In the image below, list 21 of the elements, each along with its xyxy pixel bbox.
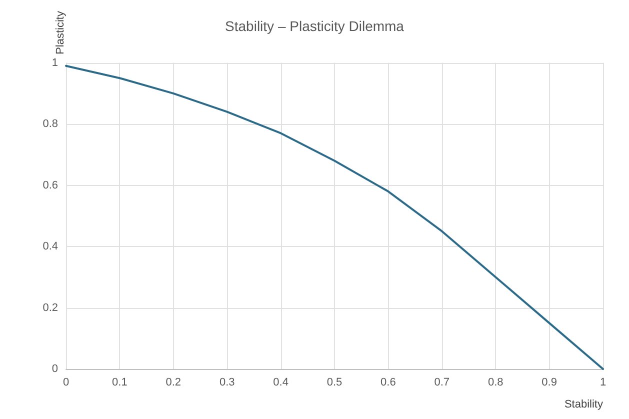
x-tick-label: 0.4 — [273, 376, 288, 388]
x-tick-label: 0.2 — [166, 376, 182, 388]
x-tick-label: 0 — [62, 376, 70, 388]
x-tick-label: 0.8 — [488, 376, 504, 388]
y-tick-label: 0 — [52, 363, 58, 375]
x-tick-label: 0.1 — [112, 376, 128, 388]
y-tick-label: 0.6 — [42, 179, 58, 192]
y-tick-label: 0.8 — [42, 118, 58, 130]
x-tick-label: 0.9 — [542, 376, 557, 388]
y-tick-label: 0.2 — [42, 302, 58, 314]
y-tick-label: 0.4 — [42, 240, 58, 253]
y-axis-title: Plasticity — [54, 10, 66, 54]
y-tick-label: 1 — [52, 56, 58, 69]
x-tick-label: 1 — [600, 376, 606, 388]
x-axis-title: Stability — [564, 398, 604, 410]
x-tick-label: 0.5 — [326, 376, 342, 388]
x-tick-label: 0.7 — [434, 376, 450, 388]
x-tick-label: 0.3 — [219, 376, 235, 388]
chart-title: Stability – Plasticity Dilemma — [225, 18, 404, 34]
x-tick-label: 0.6 — [380, 376, 396, 388]
line-series — [65, 64, 604, 370]
